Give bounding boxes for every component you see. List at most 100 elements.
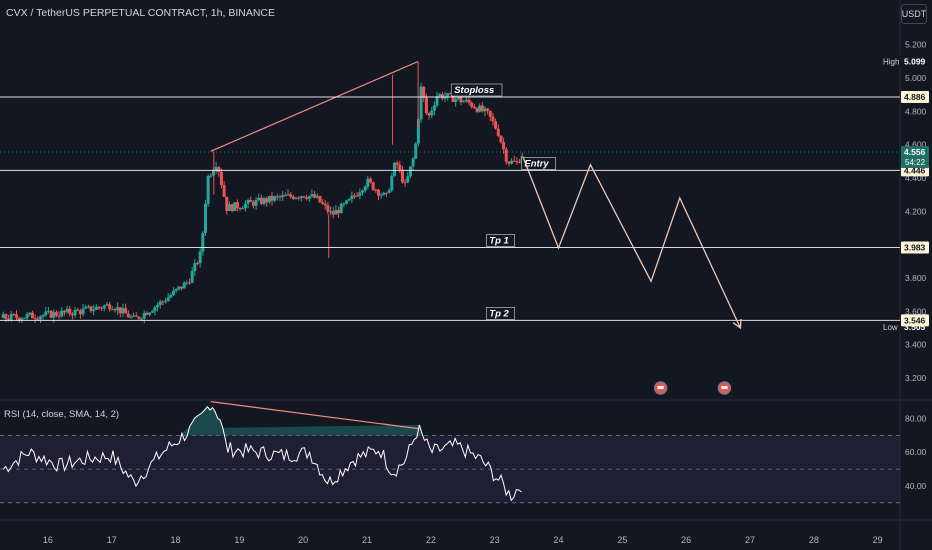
candle-body [275,196,279,198]
candle-body [214,167,218,171]
candle-body [278,196,282,198]
candle-body [73,309,77,316]
candle-body [241,208,245,210]
currency-button[interactable]: USDT [901,4,927,24]
candle-body [408,166,412,177]
candle-body [15,314,18,318]
candle-body [318,195,322,203]
candle-body [313,194,317,198]
price-tick-label: 3.600 [905,306,927,316]
candle-body [350,195,354,199]
candle-body [337,210,341,214]
candle-body [145,312,149,315]
candle-body [70,313,74,316]
event-flag-icon-mark [721,386,728,389]
candle-body [387,190,391,193]
candle-body [97,306,101,308]
candle-body [132,315,136,317]
candle-body [270,195,274,201]
candle-body [374,189,378,191]
candle-body [265,198,269,203]
entry-label-box [521,157,556,170]
candle-body [347,198,351,201]
time-tick-label: 26 [681,535,691,545]
candle-body [105,304,109,306]
candle-body [33,318,37,320]
candle-body [510,160,514,164]
time-tick-label: 29 [873,535,883,545]
candle-body [209,175,213,177]
last-badge-value: 4.556 [904,147,926,157]
candle-body [227,204,231,212]
rsi-pane: 80.00 60.00 40.00 [0,401,927,504]
projection-path [522,157,742,395]
candle-body [180,286,184,289]
candle-body [392,162,396,176]
candle-body [249,200,253,202]
price-tick-label: 4.800 [905,106,927,116]
candle-body [30,312,34,319]
candle-body [326,205,330,212]
candle-body [89,306,93,312]
time-tick-label: 18 [171,535,181,545]
candle-body [22,317,26,319]
candle-body [302,196,306,198]
candle-body [233,202,237,211]
candle-body [62,310,66,313]
candle-body [222,185,226,197]
candle-body [81,308,85,315]
candle-body [371,182,375,190]
low-badge-value: 3.505 [904,322,926,332]
candle-body [203,203,207,234]
candle-body [355,195,359,197]
candle-body [108,304,112,310]
rsi-divergence-line [210,401,419,430]
candle-body [172,290,176,296]
candle-body [57,315,61,317]
candle-body [454,99,458,103]
candle-body [462,101,466,103]
price-tick-label: 4.600 [905,140,927,150]
candle-body [92,309,96,312]
candle-body [206,176,210,204]
time-tick-label: 27 [745,535,755,545]
candle-body [102,305,106,309]
candle-body [169,295,173,298]
candle-body [158,301,162,305]
candle-body [411,158,415,167]
candle-body [502,142,506,150]
high-badge-tag-label: High [883,58,899,67]
candle-body [361,190,365,193]
candle-body [113,309,117,311]
high-badge-value: 5.099 [904,57,926,67]
tp2-badge [901,314,929,327]
candle-body [217,167,221,173]
candle-body [219,172,223,186]
candle-body [49,310,53,318]
candle-body [25,314,29,318]
price-divergence-line [210,60,419,152]
candle-body [188,282,192,284]
stoploss-label: Stoploss [454,85,494,96]
candle-body [38,316,42,320]
candle-body [94,306,98,310]
candle-body [422,86,426,98]
candle-body [464,99,468,102]
candle-body [230,204,234,211]
candle-body [440,94,444,99]
candle-body [150,311,154,313]
candle-body [299,196,303,199]
price-tick-label: 5.200 [905,40,927,50]
candle-body [358,192,362,196]
candle-body [60,310,64,317]
candle-body [315,195,319,198]
candle-body [331,211,335,215]
candle-body [456,97,460,100]
candle-body [419,86,423,120]
stoploss-badge-value: 4.886 [904,92,926,102]
candle-body [41,315,45,317]
candle-body [443,96,447,99]
candle-body [86,306,90,308]
time-tick-label: 20 [298,535,308,545]
